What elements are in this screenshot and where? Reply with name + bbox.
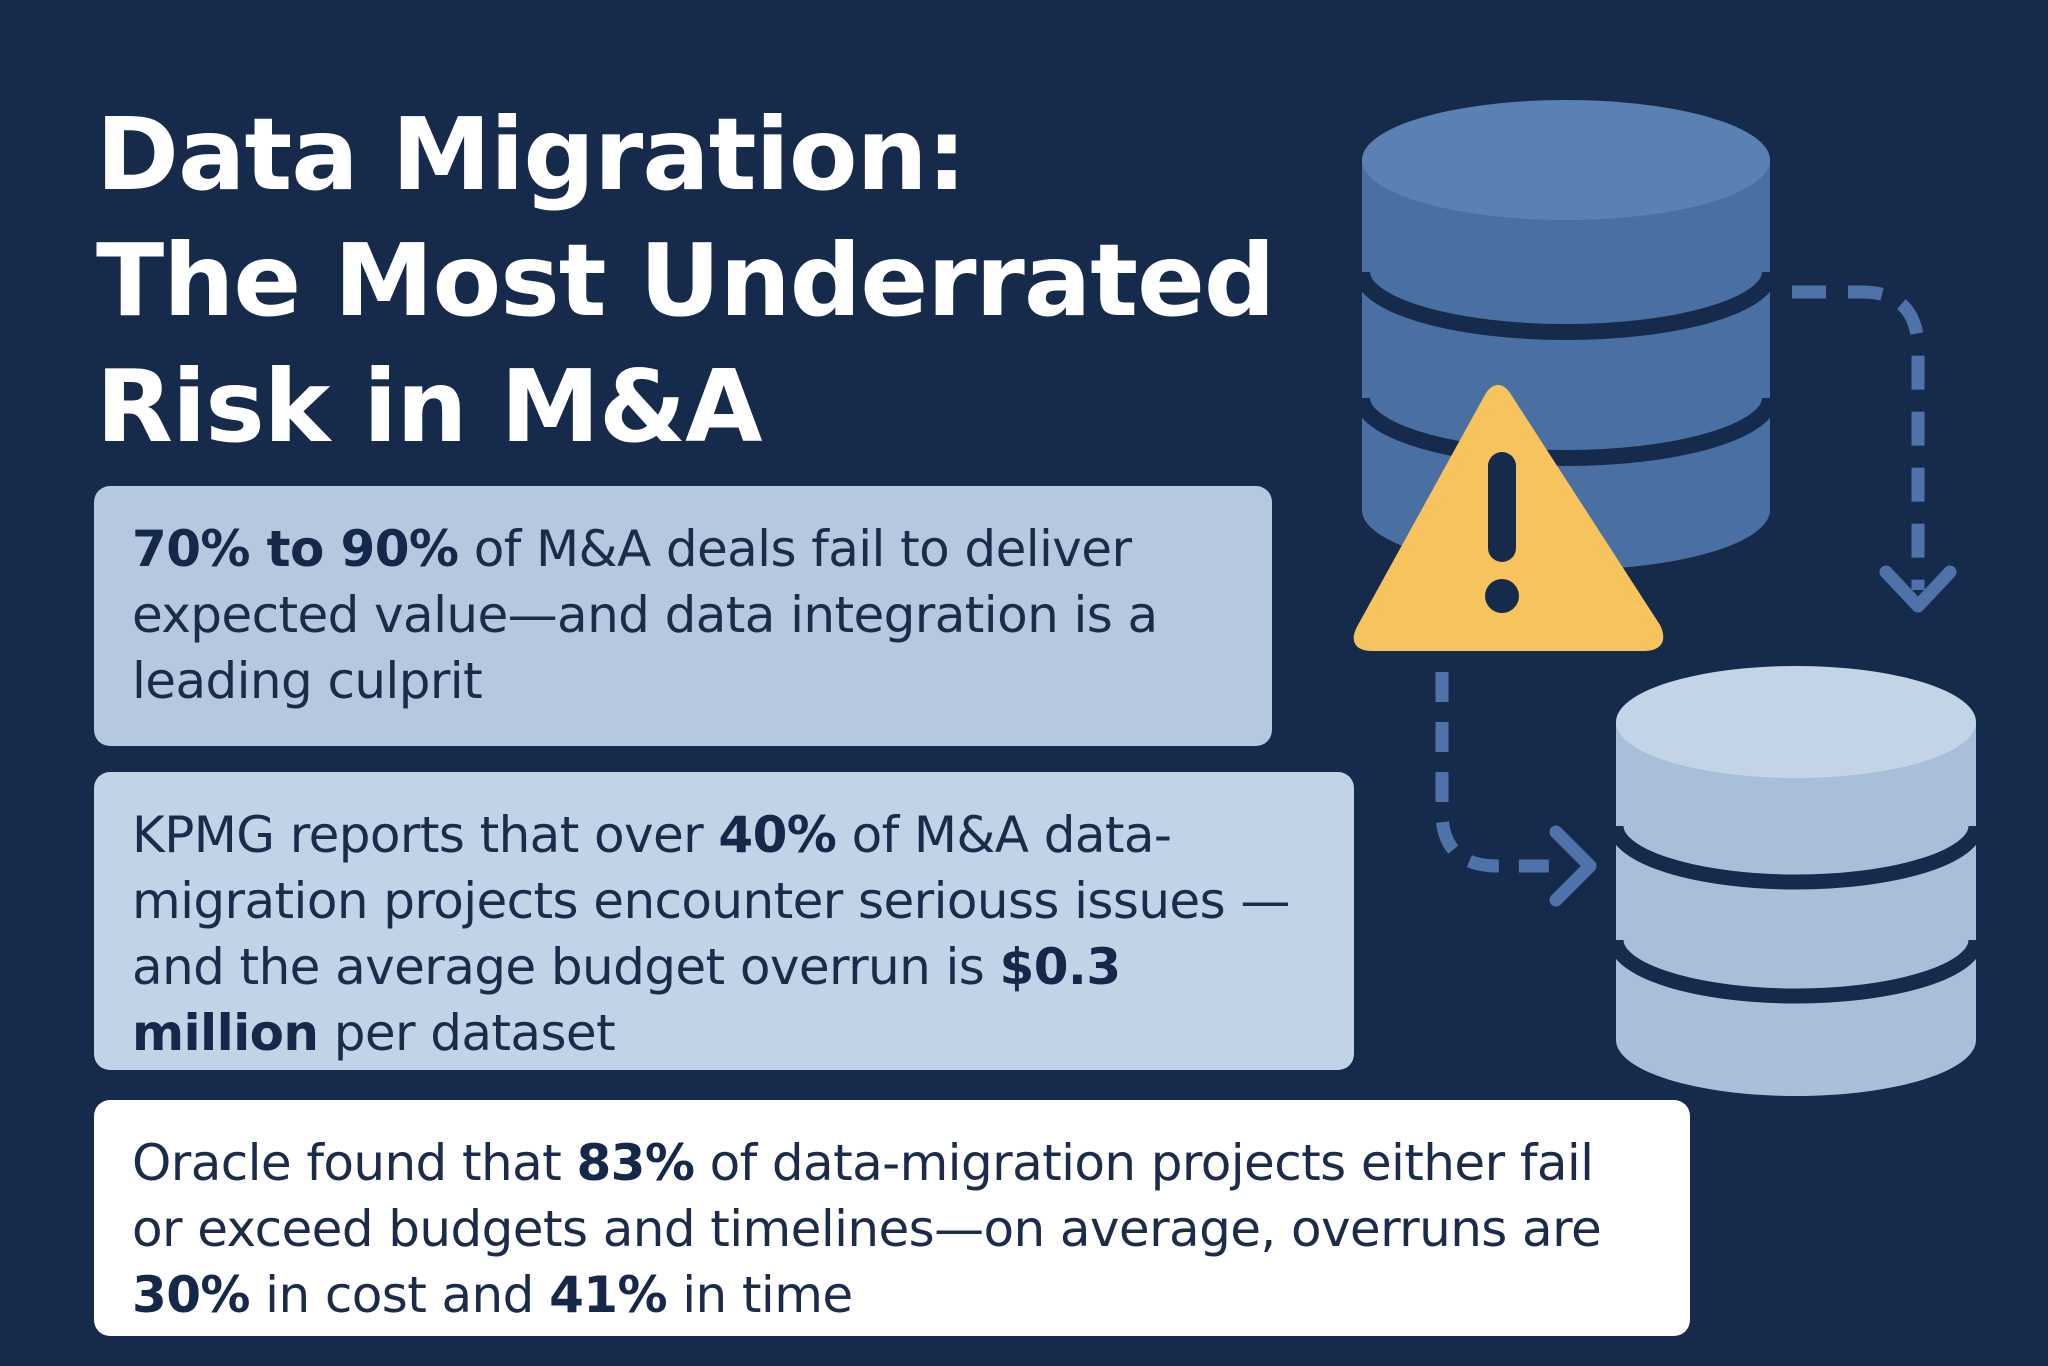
title-line-1: Data Migration: xyxy=(96,96,967,213)
title-line-2: The Most Underrated xyxy=(96,222,1276,339)
warning-triangle-icon xyxy=(1353,385,1664,651)
database-icon xyxy=(1354,100,1778,570)
title-line-3: Risk in M&A xyxy=(96,348,763,465)
stat-card-deal-failure: 70% to 90% of M&A deals fail to deliver … xyxy=(94,486,1272,746)
stat-highlight: $0.3 million xyxy=(132,938,1121,1062)
stat-text: in cost and xyxy=(249,1266,550,1324)
stat-highlight: 70% to 90% xyxy=(132,520,459,578)
stat-text: of data-migration projects either fail o… xyxy=(132,1134,1602,1258)
stat-highlight: 40% xyxy=(718,806,837,864)
stat-text: Oracle found that xyxy=(132,1134,577,1192)
stat-highlight: 30% xyxy=(132,1266,250,1324)
stat-text: in time xyxy=(666,1266,853,1324)
stat-card-kpmg: KPMG reports that over 40% of M&A data-m… xyxy=(94,772,1354,1070)
dashed-arrow-icon xyxy=(1792,285,1957,613)
stat-highlight: 83% xyxy=(576,1134,695,1192)
page-title: Data Migration: The Most Underrated Risk… xyxy=(96,92,1356,470)
stat-text: of M&A deals fail to deliver expected va… xyxy=(132,520,1158,710)
database-icon xyxy=(1608,666,1984,1096)
stat-text: of M&A data-migration projects encounter… xyxy=(132,806,1290,996)
stat-highlight: 41% xyxy=(549,1266,667,1324)
stat-text: per dataset xyxy=(318,1004,616,1062)
stat-card-oracle: Oracle found that 83% of data-migration … xyxy=(94,1100,1690,1336)
stat-text: KPMG reports that over xyxy=(132,806,719,864)
dashed-arrow-icon xyxy=(1435,672,1597,907)
